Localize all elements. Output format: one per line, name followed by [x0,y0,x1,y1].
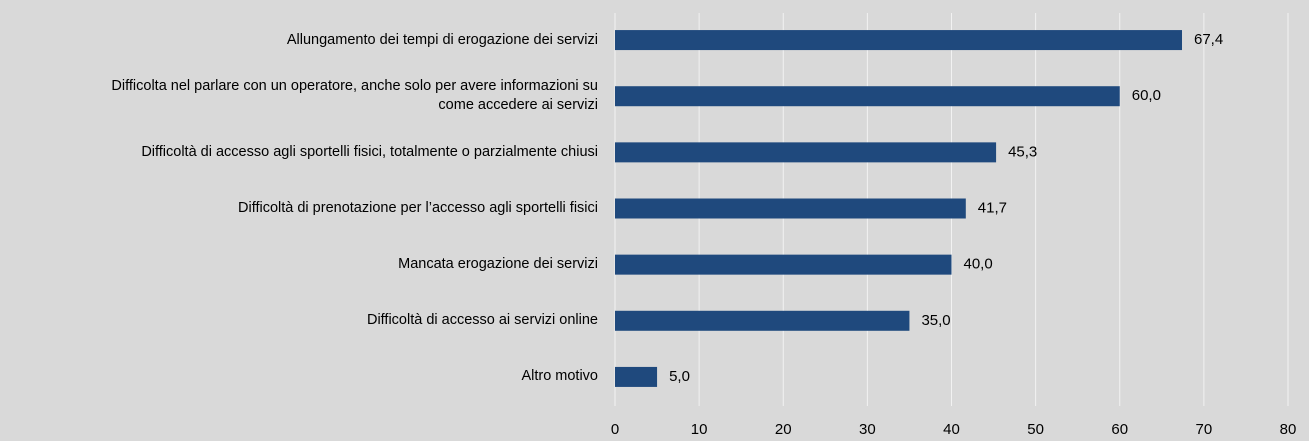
value-label: 45,3 [1008,143,1037,160]
y-tick-label: Altro motivo [521,368,598,385]
bar [615,198,966,219]
x-tick-label: 40 [943,421,960,438]
value-label: 5,0 [669,368,690,385]
bar [615,30,1183,51]
y-tick-label: Mancata erogazione dei servizi [398,256,598,273]
x-tick-label: 60 [1111,421,1128,438]
bar [615,254,952,275]
bar [615,366,658,387]
y-tick-label: Difficolta nel parlare con un operatore,… [111,78,598,114]
bar [615,86,1120,107]
x-tick-label: 10 [691,421,708,438]
x-tick-label: 50 [1027,421,1044,438]
x-tick-label: 0 [611,421,619,438]
bar [615,142,997,163]
x-tick-label: 30 [859,421,876,438]
x-tick-label: 70 [1196,421,1213,438]
y-tick-label: Difficoltà di accesso agli sportelli fis… [141,143,598,160]
value-label: 60,0 [1132,87,1161,104]
x-tick-label: 20 [775,421,792,438]
y-tick-label: Allungamento dei tempi di erogazione dei… [286,31,598,48]
value-label: 40,0 [964,256,993,273]
value-label: 41,7 [978,199,1007,216]
value-label: 67,4 [1194,31,1223,48]
x-tick-label: 80 [1280,421,1297,438]
y-tick-label: Difficoltà di accesso ai servizi online [366,312,598,329]
value-label: 35,0 [921,312,950,329]
bar [615,310,910,331]
y-tick-label: Difficoltà di prenotazione per l’accesso… [238,200,598,216]
